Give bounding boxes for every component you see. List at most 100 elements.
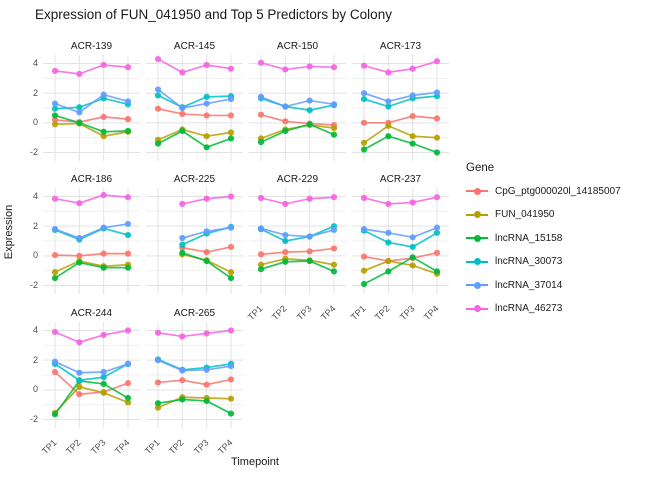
data-point-lncRNA_30073 (360, 95, 368, 103)
series-line-lncRNA_15158 (157, 130, 232, 149)
y-tick-label: 0 (32, 117, 38, 128)
series-line-lncRNA_46273 (157, 329, 232, 338)
data-point-lncRNA_30073 (76, 104, 83, 111)
series-line-FUN_041950 (54, 385, 129, 414)
facet-panel-ACR-139 (43, 55, 140, 161)
series-line-lncRNA_15158 (54, 261, 128, 279)
y-tick-label: -2 (29, 413, 38, 424)
data-point-FUN_041950 (257, 261, 265, 268)
data-point-lncRNA_15158 (124, 264, 132, 271)
data-point-lncRNA_15158 (306, 257, 313, 265)
data-point-CpG_ptg000020l_14185007 (227, 376, 235, 383)
data-point-lncRNA_46273 (124, 327, 132, 334)
series-line-lncRNA_46273 (260, 61, 335, 71)
series-line-lncRNA_30073 (363, 95, 438, 108)
data-point-CpG_ptg000020l_14185007 (282, 118, 289, 125)
series-line-CpG_ptg000020l_14185007 (364, 115, 438, 124)
series-line-lncRNA_15158 (260, 260, 335, 273)
legend-key-icon (466, 257, 488, 266)
series-line-lncRNA_37014 (363, 226, 438, 239)
series-line-lncRNA_37014 (260, 227, 335, 238)
data-point-lncRNA_46273 (100, 191, 107, 199)
data-point-lncRNA_46273 (227, 65, 235, 72)
data-point-CpG_ptg000020l_14185007 (257, 251, 265, 258)
data-point-lncRNA_15158 (409, 140, 416, 147)
legend-items: CpG_ptg000020l_14185007 FUN_041950 lncRNA_… (466, 186, 621, 314)
facet-title-ACR-229: ACR-229 (276, 174, 319, 185)
data-point-lncRNA_37014 (51, 226, 59, 233)
facet-title-ACR-186: ACR-186 (70, 174, 113, 185)
data-point-lncRNA_30073 (76, 377, 83, 384)
series-line-CpG_ptg000020l_14185007 (54, 371, 129, 396)
data-point-lncRNA_30073 (385, 103, 392, 110)
data-point-CpG_ptg000020l_14185007 (100, 113, 107, 120)
data-point-lncRNA_46273 (385, 69, 392, 76)
data-point-lncRNA_30073 (154, 92, 162, 99)
data-point-lncRNA_15158 (76, 119, 83, 126)
legend-label: CpG_ptg000020l_14185007 (495, 185, 621, 197)
legend-key-icon (466, 187, 488, 196)
legend-key-dot (473, 305, 481, 312)
legend-item-CpG_ptg000020l_14185007: CpG_ptg000020l_14185007 (466, 185, 621, 197)
data-point-CpG_ptg000020l_14185007 (76, 391, 83, 398)
data-point-FUN_041950 (51, 121, 59, 128)
data-point-lncRNA_15158 (124, 394, 132, 402)
legend-key-dot (473, 187, 481, 195)
data-point-lncRNA_15158 (203, 397, 210, 405)
series-line-CpG_ptg000020l_14185007 (363, 252, 438, 262)
facet-title-ACR-173: ACR-173 (379, 41, 422, 52)
data-point-lncRNA_15158 (51, 411, 59, 418)
facet-panel-ACR-150 (249, 55, 346, 161)
data-point-lncRNA_15158 (409, 254, 416, 261)
series-line-lncRNA_30073 (363, 229, 438, 248)
data-point-lncRNA_15158 (360, 280, 368, 288)
y-tick-label: 4 (32, 325, 38, 335)
legend-item-lncRNA_46273: lncRNA_46273 (466, 303, 621, 314)
series-line-lncRNA_37014 (157, 88, 232, 109)
data-point-FUN_041950 (100, 389, 107, 396)
data-point-CpG_ptg000020l_14185007 (360, 119, 368, 126)
data-point-lncRNA_46273 (282, 66, 289, 73)
y-tick-label: -2 (29, 146, 38, 157)
data-point-lncRNA_37014 (76, 234, 83, 242)
data-point-FUN_041950 (227, 129, 235, 136)
data-point-lncRNA_37014 (282, 103, 289, 110)
data-point-lncRNA_37014 (433, 89, 441, 96)
legend-key-dot (473, 211, 481, 218)
data-point-lncRNA_46273 (76, 70, 83, 77)
data-point-lncRNA_46273 (306, 195, 313, 202)
data-point-CpG_ptg000020l_14185007 (51, 368, 59, 376)
legend-label: lncRNA_37014 (495, 279, 563, 291)
series-line-lncRNA_15158 (363, 256, 438, 285)
series-line-lncRNA_30073 (260, 225, 335, 242)
data-point-lncRNA_15158 (100, 128, 107, 135)
series-line-lncRNA_46273 (363, 196, 438, 205)
facet-title-ACR-237: ACR-237 (379, 174, 422, 185)
facet-title-ACR-265: ACR-265 (173, 308, 216, 319)
y-tick-label: 2 (32, 220, 38, 231)
legend-key-dot (473, 258, 481, 265)
data-point-lncRNA_15158 (360, 146, 368, 153)
series-line-lncRNA_15158 (157, 398, 232, 415)
legend-label: lncRNA_30073 (495, 256, 563, 267)
data-point-CpG_ptg000020l_14185007 (154, 379, 162, 386)
data-point-lncRNA_37014 (385, 229, 392, 236)
data-point-lncRNA_15158 (100, 264, 107, 271)
y-tick-label: -2 (29, 279, 38, 290)
series-line-lncRNA_37014 (363, 91, 438, 103)
data-point-lncRNA_46273 (179, 333, 186, 340)
series-line-lncRNA_15158 (54, 114, 129, 133)
data-point-lncRNA_37014 (179, 234, 186, 242)
data-point-lncRNA_15158 (385, 268, 392, 275)
facet-title-ACR-139: ACR-139 (70, 41, 113, 52)
series-line-CpG_ptg000020l_14185007 (54, 252, 128, 257)
data-point-CpG_ptg000020l_14185007 (330, 245, 338, 252)
data-point-lncRNA_37014 (385, 98, 392, 105)
data-point-lncRNA_15158 (282, 127, 289, 135)
data-point-lncRNA_15158 (330, 268, 338, 275)
data-point-lncRNA_15158 (51, 112, 59, 119)
data-point-CpG_ptg000020l_14185007 (179, 110, 186, 118)
data-point-lncRNA_30073 (179, 241, 186, 248)
series-line-lncRNA_37014 (54, 93, 129, 114)
